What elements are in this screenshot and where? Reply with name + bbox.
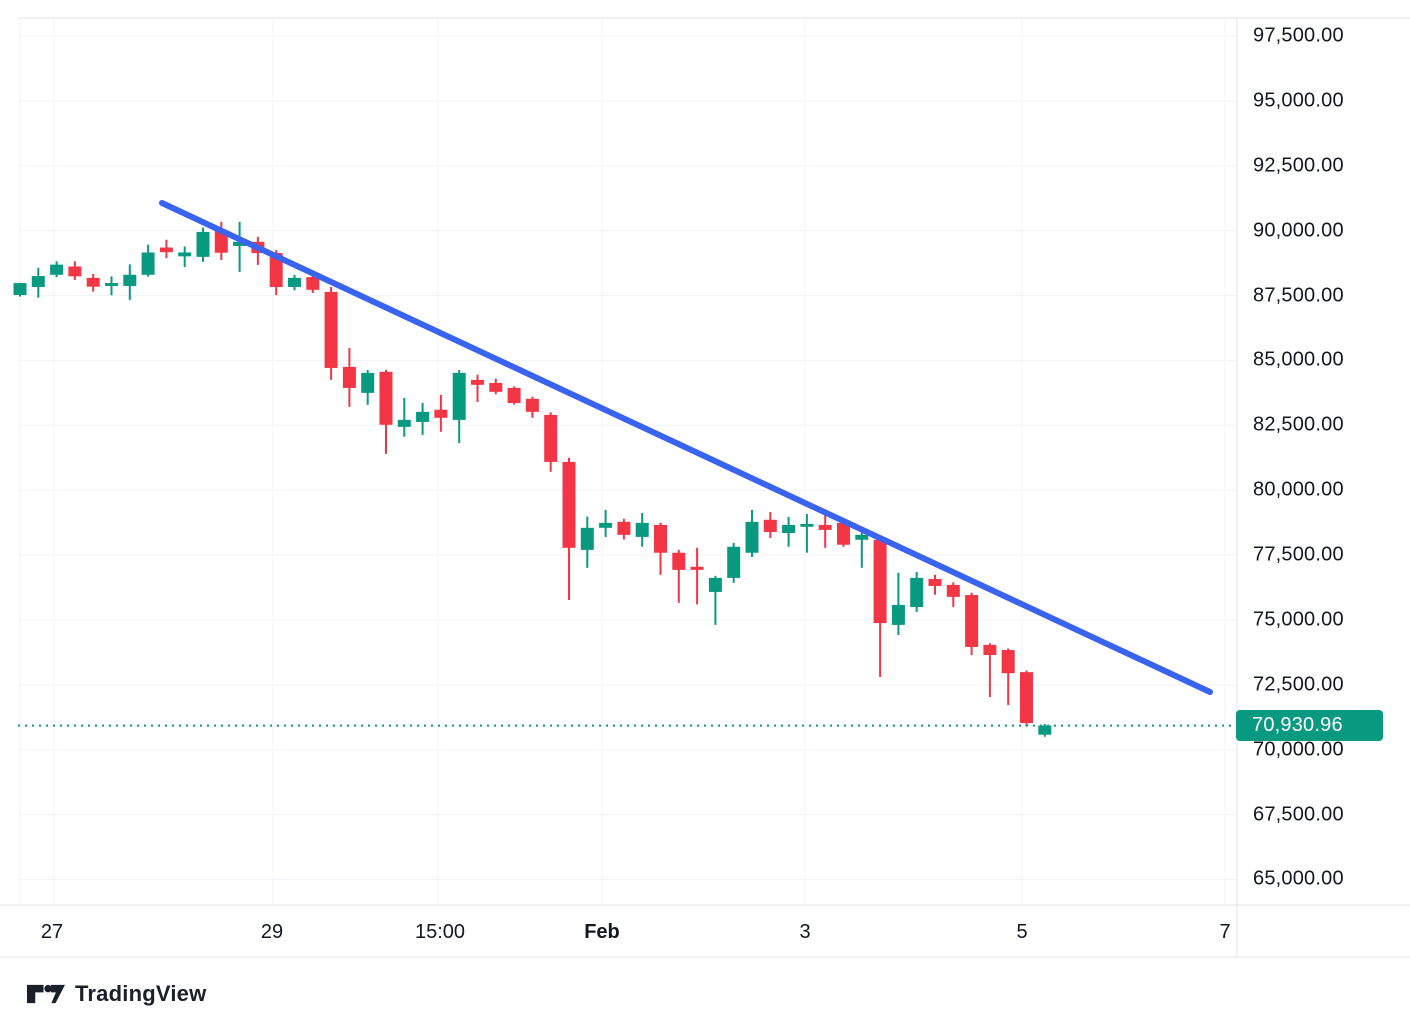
price-tick-label: 75,000.00 [1253, 608, 1344, 631]
candle-body-down [379, 371, 393, 425]
candle-body-down [763, 519, 777, 532]
price-tick-label: 77,500.00 [1253, 543, 1344, 566]
candle-body-down [525, 398, 539, 412]
candle-body-up [635, 522, 649, 537]
candle-body-down [507, 387, 521, 403]
price-tick-label: 97,500.00 [1253, 24, 1344, 47]
candle-body-down [965, 595, 979, 647]
candle-body-down [86, 277, 100, 287]
candle-body-up [745, 521, 759, 553]
candle-body-down [928, 578, 942, 586]
time-tick-label: 29 [260, 921, 284, 943]
candle-body-down [654, 524, 667, 553]
candle-body-up [452, 372, 466, 420]
price-tick-label: 65,000.00 [1253, 867, 1344, 890]
candle-body-up [123, 274, 137, 286]
candle-body-down [837, 522, 850, 545]
candle-body-up [782, 524, 796, 534]
candle-body-up [1038, 725, 1052, 735]
time-tick-label: 7 [1219, 921, 1231, 943]
tradingview-logo-icon [27, 984, 65, 1004]
candle-body-up [141, 252, 155, 275]
time-tick-label: 3 [799, 921, 811, 943]
candle-body-up [196, 231, 210, 257]
candle-body-down [1020, 672, 1033, 723]
candle-body-up [580, 527, 594, 550]
candle-body-up [233, 241, 247, 246]
time-tick-label: 27 [40, 921, 64, 943]
price-tick-label: 85,000.00 [1253, 348, 1344, 371]
time-tick-label: Feb [584, 921, 620, 943]
candle-body-up [855, 534, 869, 540]
candle-body-down [68, 266, 82, 277]
candle-body-up [727, 546, 741, 578]
price-tick-label: 90,000.00 [1253, 219, 1344, 242]
price-tick-label: 80,000.00 [1253, 478, 1344, 501]
price-tick-label: 95,000.00 [1253, 89, 1344, 112]
candle-body-down [690, 566, 704, 570]
price-tick-label: 82,500.00 [1253, 413, 1344, 436]
candle-body-up [13, 283, 27, 296]
last-price-badge: 70,930.96 [1236, 710, 1383, 742]
candle-body-down [342, 366, 356, 388]
candle-body-up [178, 252, 192, 257]
candle-body-down [489, 383, 503, 392]
price-tick-label: 87,500.00 [1253, 284, 1344, 307]
candle-body-down [214, 230, 228, 253]
price-tick-label: 72,500.00 [1253, 673, 1344, 696]
candle-body-down [159, 247, 173, 253]
candle-body-up [416, 411, 430, 422]
time-tick-label: 5 [1016, 921, 1028, 943]
candle-body-up [708, 577, 722, 592]
trendline-drawing[interactable] [159, 200, 1213, 695]
candle-body-up [800, 523, 814, 527]
candle-body-up [31, 276, 45, 287]
candle-body-down [983, 644, 997, 655]
candle-body-up [105, 283, 118, 286]
candle-body-down [306, 277, 320, 290]
candle-body-down [269, 252, 283, 287]
candle-body-up [288, 277, 301, 287]
candle-body-down [544, 414, 558, 462]
candle-body-down [1001, 650, 1015, 674]
price-tick-label: 92,500.00 [1253, 154, 1344, 177]
price-tick-label: 70,000.00 [1253, 738, 1344, 761]
candle-body-up [397, 419, 411, 427]
price-tick-label: 67,500.00 [1253, 803, 1344, 826]
candle-body-down [434, 409, 448, 418]
tradingview-logo-text: TradingView [75, 981, 207, 1006]
candle-body-up [361, 372, 375, 393]
candle-body-up [50, 264, 64, 275]
candle-body-down [946, 584, 960, 597]
candle-body-down [672, 552, 686, 570]
candle-body-down [617, 521, 631, 535]
time-tick-label: 15:00 [414, 921, 466, 943]
candle-body-down [471, 379, 484, 385]
candle-body-down [562, 461, 576, 548]
tradingview-attribution-link[interactable]: TradingView [27, 980, 206, 1008]
candle-body-down [873, 539, 887, 624]
candle-body-down [324, 291, 338, 368]
last-price-value: 70,930.96 [1252, 714, 1343, 737]
candle-body-up [910, 577, 924, 607]
candle-body-down [818, 524, 832, 530]
candle-body-up [599, 522, 613, 528]
candle-body-up [891, 604, 905, 625]
